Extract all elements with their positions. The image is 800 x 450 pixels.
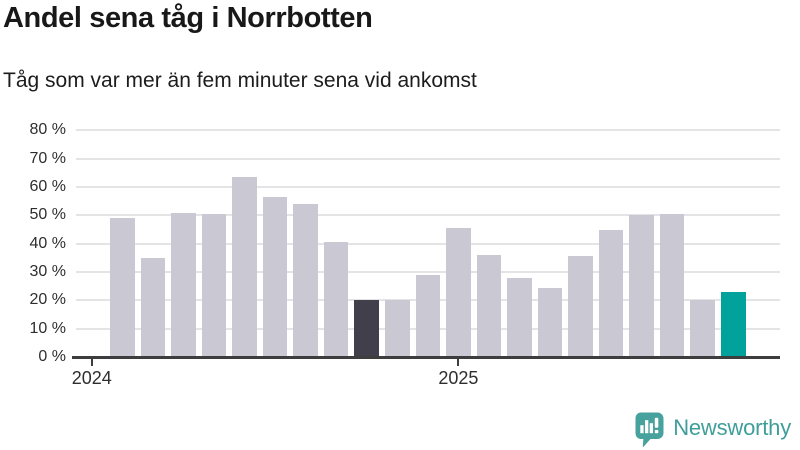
gridline — [76, 242, 780, 245]
gridline — [76, 186, 780, 189]
y-axis-tick-label: 0 % — [38, 348, 66, 365]
gridline — [76, 157, 780, 160]
bar — [415, 274, 441, 357]
bar — [171, 212, 196, 357]
bar — [110, 218, 135, 357]
newsworthy-logo-text: Newsworthy — [673, 415, 791, 440]
x-axis-tick-label: 2025 — [438, 368, 479, 388]
bar — [629, 215, 654, 357]
bar — [507, 277, 532, 357]
y-axis-tick-label: 20 % — [29, 291, 66, 309]
y-axis-tick-label: 60 % — [29, 178, 66, 196]
gridline — [76, 129, 780, 132]
bar — [293, 204, 318, 357]
chart-title: Andel sena tåg i Norrbotten — [3, 2, 373, 34]
x-axis-tick-label: 2024 — [71, 368, 112, 388]
bar — [262, 196, 288, 357]
y-axis-tick-label: 80 % — [29, 121, 66, 139]
x-axis-tick — [457, 359, 460, 366]
bar — [690, 300, 716, 357]
bar — [354, 300, 379, 357]
bar — [323, 242, 349, 357]
x-axis-line — [72, 356, 780, 359]
bar — [232, 177, 257, 357]
bar — [476, 255, 502, 357]
x-axis-tick — [90, 359, 93, 366]
bar — [598, 229, 624, 357]
newsworthy-logo-icon — [635, 412, 664, 448]
newsworthy-logo: Newsworthy — [635, 412, 791, 448]
bar — [140, 257, 166, 357]
bar — [721, 291, 746, 357]
bar — [384, 300, 410, 357]
y-axis-tick-label: 50 % — [29, 206, 66, 224]
gridline — [76, 271, 780, 274]
plot-area: 80 % 70 % 60 % 50 % 40 % 30 % 20 % 10 % 0 % 2024 2… — [29, 121, 780, 388]
chart-subtitle: Tåg som var mer än fem minuter sena vid … — [3, 69, 477, 92]
bar — [568, 256, 593, 357]
y-axis-tick-label: 70 % — [29, 149, 66, 167]
bar — [201, 213, 227, 357]
bar — [537, 287, 563, 357]
y-axis-tick-label: 10 % — [29, 319, 66, 337]
bar — [659, 213, 685, 357]
y-axis-tick-label: 40 % — [29, 234, 66, 252]
y-axis-tick-label: 30 % — [29, 263, 66, 281]
gridline — [76, 214, 780, 217]
bar — [446, 228, 471, 357]
